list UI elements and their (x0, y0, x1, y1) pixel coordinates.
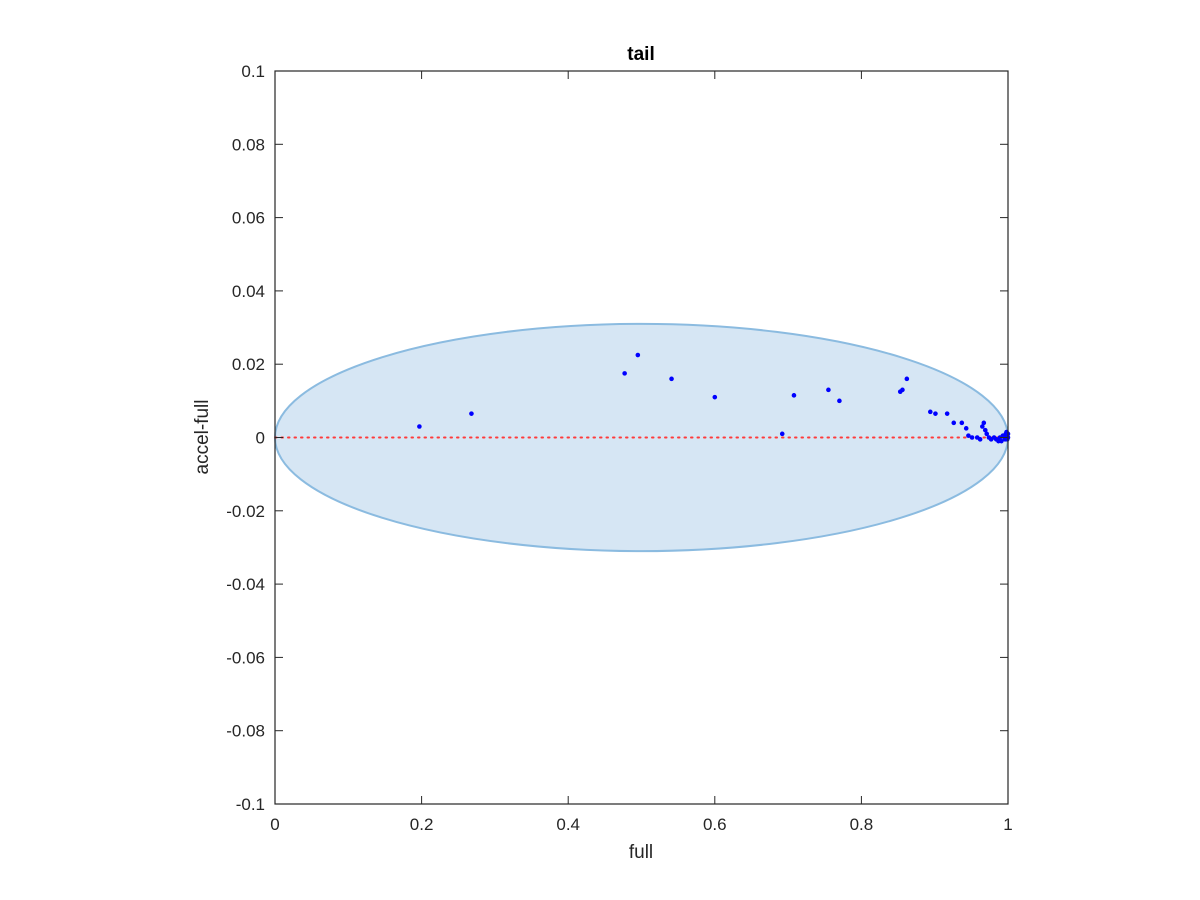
chart-title: tail (627, 44, 654, 65)
y-tick-label: 0.08 (232, 135, 265, 154)
data-point (712, 394, 718, 400)
data-point (963, 426, 969, 431)
data-point (933, 411, 938, 416)
x-tick-label: 0.2 (410, 815, 434, 834)
data-point (969, 435, 975, 440)
data-point (900, 387, 905, 393)
y-tick-label: 0.1 (241, 62, 265, 81)
x-tick-label: 0.6 (703, 815, 727, 834)
y-tick-label: -0.06 (226, 648, 265, 667)
y-tick-label: 0 (256, 429, 265, 448)
plot-area (274, 322, 1011, 553)
data-point (622, 371, 627, 376)
data-point (959, 420, 965, 426)
data-point (904, 376, 910, 382)
y-tick-label: 0.02 (232, 355, 265, 374)
data-point (999, 438, 1004, 444)
data-point (977, 437, 983, 442)
data-point (944, 411, 950, 416)
y-tick-label: -0.04 (226, 575, 265, 594)
y-tick-label: -0.08 (226, 722, 265, 741)
x-axis-label: full (629, 842, 653, 863)
y-tick-label: 0.04 (232, 282, 265, 301)
data-point (417, 424, 422, 429)
data-point (826, 387, 831, 393)
y-tick-label: -0.02 (226, 502, 265, 521)
axes: 0 0.2 0.4 0.6 0.8 1 -0.1 -0.08 -0.06 -0.04 -0.02 0 0… (226, 62, 1012, 834)
y-axis-label: accel-full (192, 400, 213, 475)
x-tick-label: 0.8 (850, 815, 874, 834)
data-point (981, 420, 987, 426)
data-point (635, 352, 641, 358)
y-tick-label: 0.06 (232, 209, 265, 228)
x-tick-label: 0 (270, 815, 279, 834)
data-point (669, 376, 674, 382)
data-point (984, 431, 990, 437)
data-point (791, 393, 797, 398)
x-tick-label: 1 (1003, 815, 1012, 834)
data-point (469, 411, 474, 416)
data-point (928, 409, 933, 415)
data-point (966, 433, 971, 438)
data-point (779, 431, 785, 437)
data-point (982, 427, 988, 433)
y-tick-label: -0.1 (236, 795, 265, 814)
x-tick-label: 0.4 (556, 815, 580, 834)
data-point (980, 424, 985, 429)
data-point (837, 398, 842, 404)
data-point (951, 420, 957, 426)
